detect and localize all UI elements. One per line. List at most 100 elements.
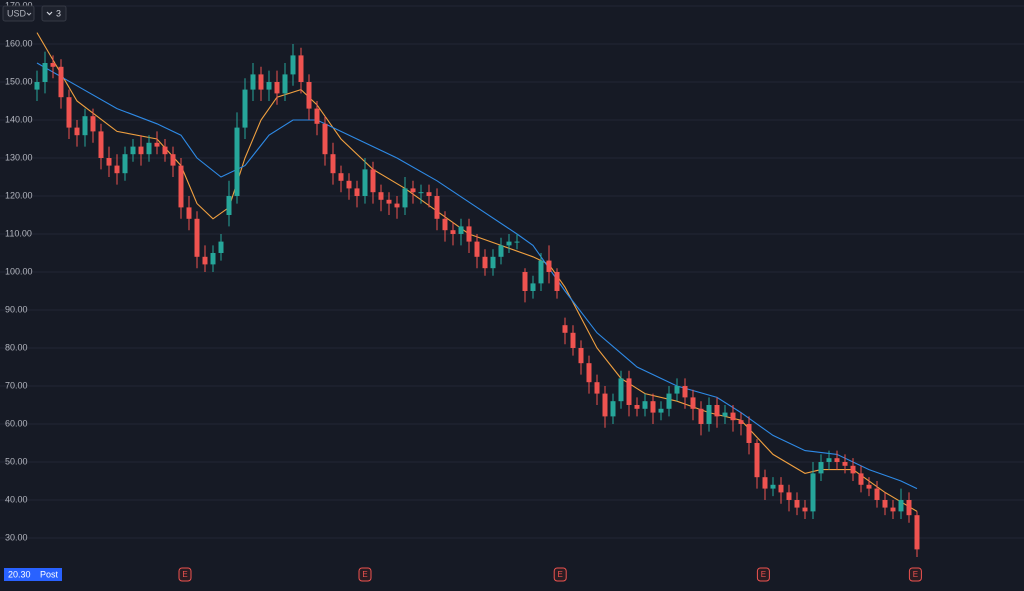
candle-body [914, 515, 920, 550]
earnings-label: E [558, 570, 563, 579]
candle-body [850, 465, 856, 474]
candle-body [378, 192, 384, 200]
candle-body [370, 169, 376, 193]
last-price: 20.30 [8, 569, 31, 579]
candle-body [58, 66, 64, 98]
candle-body [114, 165, 120, 174]
candle-body [594, 382, 600, 394]
earnings-marker: E [178, 567, 192, 582]
candle-body [658, 408, 664, 413]
candle-body [434, 195, 440, 219]
candle-body [674, 385, 680, 394]
candle-body [578, 347, 584, 364]
candle-body [738, 420, 744, 424]
candle-body [418, 192, 424, 194]
candle-body [490, 256, 496, 269]
candle-body [226, 195, 232, 215]
y-tick-label: 100.00 [5, 266, 33, 276]
candle-body [466, 226, 472, 242]
candle-body [722, 412, 728, 417]
candle-body [882, 499, 888, 508]
interval-label: 3 [56, 8, 61, 18]
candle-body [354, 188, 360, 196]
candle-body [778, 484, 784, 493]
y-tick-label: 70.00 [5, 380, 28, 390]
candle-body [202, 256, 208, 265]
candle-body [90, 116, 96, 132]
candle-body [178, 165, 184, 208]
candle-body [570, 332, 576, 348]
candle-body [242, 89, 248, 128]
candle-body [794, 499, 800, 508]
earnings-badge [908, 567, 922, 582]
candle-body [162, 146, 168, 155]
candle-body [634, 404, 640, 409]
currency-control[interactable]: USD [2, 5, 35, 22]
candle-body [450, 230, 456, 234]
candle-body [690, 397, 696, 409]
candle-body [546, 260, 552, 272]
y-tick-label: 150.00 [5, 76, 33, 86]
candle-body [290, 55, 296, 75]
y-axis: 30.00 40.00 50.00 60.00 70.00 80.00 90.00 100.0… [5, 0, 33, 542]
candle-body [754, 442, 760, 478]
moving-average-line [36, 62, 918, 490]
candle-body [746, 423, 752, 443]
earnings-badge [553, 567, 567, 582]
earnings-badge [178, 567, 192, 582]
candle-body [458, 226, 464, 234]
y-tick-label: 130.00 [5, 152, 33, 162]
candle-body [210, 252, 216, 265]
candle-body [866, 484, 872, 489]
candle-body [898, 499, 904, 512]
y-tick-label: 170.00 [5, 0, 33, 10]
y-tick-label: 30.00 [5, 532, 28, 542]
candle-body [106, 157, 112, 166]
candle-body [890, 507, 896, 512]
earnings-marker: E [553, 567, 567, 582]
candle-body [666, 393, 672, 409]
candle-body [234, 127, 240, 196]
candle-body [562, 325, 568, 333]
candle-body [618, 378, 624, 402]
candle-body [306, 82, 312, 109]
candle-body [426, 192, 432, 196]
earnings-label: E [362, 570, 367, 579]
candle-body [74, 127, 80, 136]
candle-body [442, 218, 448, 231]
y-tick-label: 90.00 [5, 304, 28, 314]
candle-body [34, 82, 40, 90]
candle-body [314, 108, 320, 124]
earnings-badge [358, 567, 372, 582]
candle-body [98, 131, 104, 158]
y-tick-label: 80.00 [5, 342, 28, 352]
candle-body [842, 461, 848, 466]
earnings-label: E [761, 570, 766, 579]
interval-control[interactable]: 3 [41, 5, 67, 22]
candle-body [802, 507, 808, 512]
candle-body [586, 363, 592, 383]
candle-body [138, 146, 144, 155]
candle-body [682, 385, 688, 398]
candle-body [602, 393, 608, 417]
earnings-label: E [913, 570, 918, 579]
candle-body [386, 199, 392, 204]
candle-body [770, 484, 776, 489]
candle-body [170, 154, 176, 166]
earnings-marker: E [756, 567, 770, 582]
earnings-marker: E [908, 567, 922, 582]
candle-body [410, 188, 416, 193]
candle-body [218, 241, 224, 253]
candle-body [362, 169, 368, 196]
candle-body [826, 458, 832, 462]
candle-body [274, 82, 280, 94]
candle-body [266, 82, 272, 90]
candle-body [498, 245, 504, 257]
y-tick-label: 60.00 [5, 418, 28, 428]
candle-body [554, 271, 560, 291]
candle-body [474, 241, 480, 257]
candle-body [858, 473, 864, 485]
candle-body [834, 458, 840, 462]
